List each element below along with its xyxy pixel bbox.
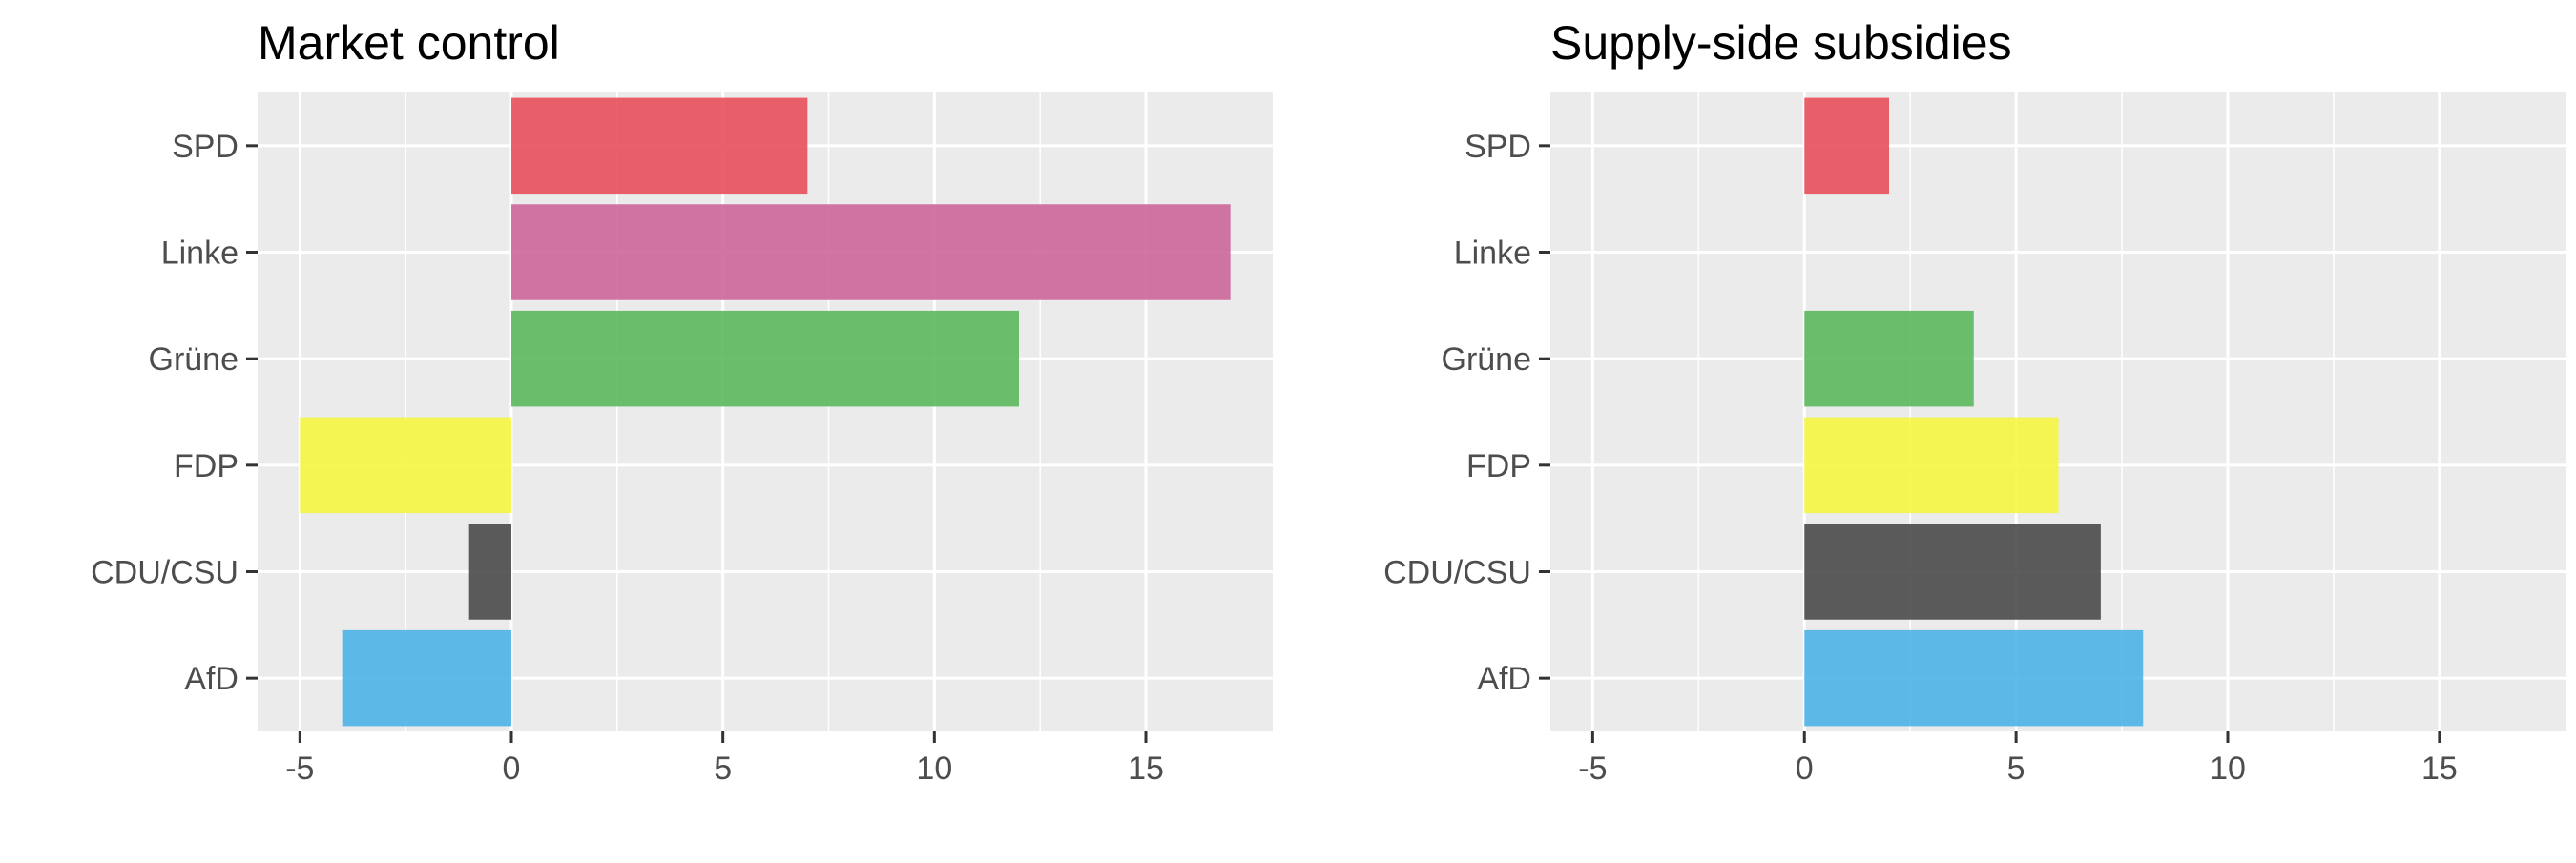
x-tick-label: 5 [714, 750, 732, 787]
x-tick-label: 0 [1796, 750, 1814, 787]
plot-background [1550, 92, 2566, 731]
category-label: Grüne [1442, 341, 1532, 378]
x-tick-label: -5 [1578, 750, 1607, 787]
bar-gr-ne [511, 310, 1019, 407]
category-label: CDU/CSU [91, 555, 239, 591]
bar-cdu-csu [468, 524, 511, 620]
x-tick-label: 0 [503, 750, 521, 787]
x-tick-label: 10 [2210, 750, 2246, 787]
bar-cdu-csu [1804, 524, 2101, 620]
category-label: SPD [172, 129, 239, 165]
category-label: CDU/CSU [1383, 555, 1531, 591]
category-label: Linke [161, 236, 239, 272]
x-tick-label: 15 [2421, 750, 2458, 787]
category-label: Grüne [149, 341, 239, 378]
bar-spd [511, 97, 808, 195]
bar-afd [342, 629, 511, 727]
x-tick-label: 5 [2007, 750, 2025, 787]
category-label: SPD [1465, 129, 1531, 165]
category-label: AfD [1477, 661, 1531, 697]
panel-supply-side-subsidies: Supply-side subsidies SPD Linke Grüne FDP CD… [1383, 16, 2566, 787]
plot-background [258, 92, 1273, 731]
bar-linke [511, 204, 1231, 300]
category-label: AfD [184, 661, 239, 697]
bar-afd [1804, 629, 2144, 727]
x-tick-label: 15 [1128, 750, 1164, 787]
panel-market-control: Market control SPD Linke Grüne FDP CDU/CSU Af… [91, 16, 1273, 787]
x-tick-label: -5 [285, 750, 314, 787]
panel-title: Supply-side subsidies [1550, 16, 2012, 70]
bar-fdp [1804, 417, 2059, 514]
category-label: Linke [1454, 236, 1531, 272]
panel-title: Market control [258, 16, 560, 70]
category-label: FDP [174, 448, 239, 484]
category-label: FDP [1466, 448, 1531, 484]
x-tick-label: 10 [916, 750, 952, 787]
bar-fdp [300, 417, 511, 514]
bar-spd [1804, 97, 1889, 195]
bar-gr-ne [1804, 310, 1974, 407]
